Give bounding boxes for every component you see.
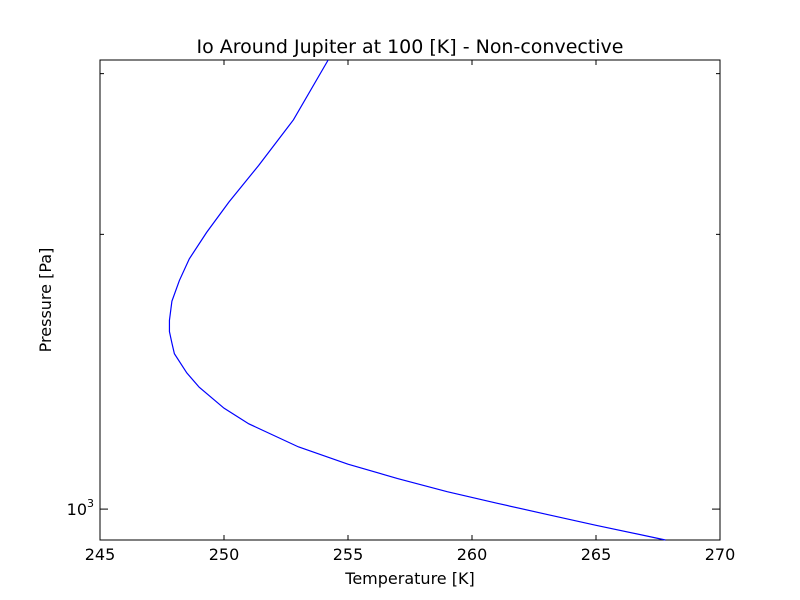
plot-area	[99, 59, 721, 541]
x-tick-label: 255	[333, 545, 364, 564]
x-tick-label: 245	[85, 545, 116, 564]
x-tick-label: 270	[705, 545, 736, 564]
x-axis-label: Temperature [K]	[344, 569, 474, 588]
chart-title: Io Around Jupiter at 100 [K] - Non-conve…	[197, 36, 624, 58]
x-tick-label: 260	[457, 545, 488, 564]
series-line-0	[168, 59, 666, 541]
y-tick-label: 103	[67, 497, 94, 519]
tick-layer: 245 250 255 260 265 270 103	[67, 60, 736, 564]
x-tick-label: 265	[581, 545, 612, 564]
series-layer	[168, 59, 666, 541]
x-tick-label: 250	[209, 545, 240, 564]
y-axis-label: Pressure [Pa]	[36, 248, 55, 353]
